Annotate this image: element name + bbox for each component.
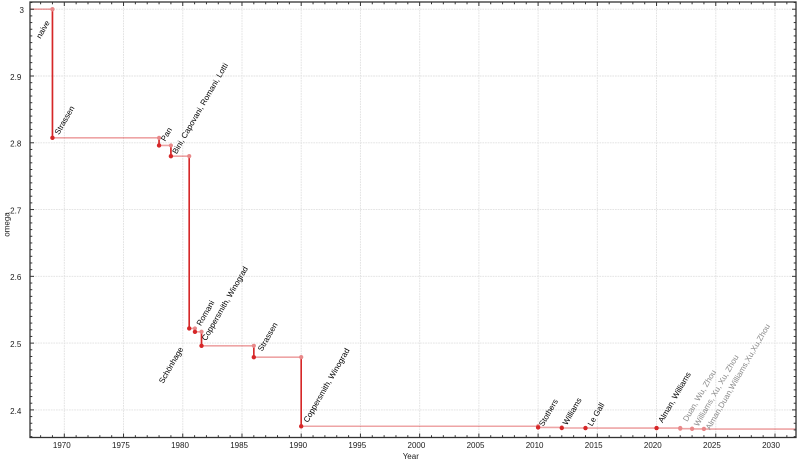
svg-text:3: 3 xyxy=(19,6,24,15)
svg-text:2030: 2030 xyxy=(762,441,780,450)
svg-text:1985: 1985 xyxy=(230,441,248,450)
svg-text:2025: 2025 xyxy=(703,441,721,450)
svg-text:2.7: 2.7 xyxy=(10,207,22,216)
svg-text:omega: omega xyxy=(2,212,11,237)
svg-text:2.6: 2.6 xyxy=(10,273,22,282)
svg-text:2005: 2005 xyxy=(467,441,485,450)
svg-text:2010: 2010 xyxy=(526,441,544,450)
svg-text:2.4: 2.4 xyxy=(10,407,22,416)
svg-text:2.9: 2.9 xyxy=(10,73,22,82)
svg-text:1975: 1975 xyxy=(112,441,130,450)
svg-text:1980: 1980 xyxy=(171,441,189,450)
svg-text:1970: 1970 xyxy=(53,441,71,450)
svg-text:2000: 2000 xyxy=(408,441,426,450)
svg-text:1990: 1990 xyxy=(289,441,307,450)
svg-text:Year: Year xyxy=(403,452,420,460)
svg-text:2.5: 2.5 xyxy=(10,340,22,349)
svg-text:2015: 2015 xyxy=(585,441,603,450)
svg-text:2.8: 2.8 xyxy=(10,140,22,149)
svg-text:1995: 1995 xyxy=(348,441,366,450)
svg-text:2020: 2020 xyxy=(644,441,662,450)
